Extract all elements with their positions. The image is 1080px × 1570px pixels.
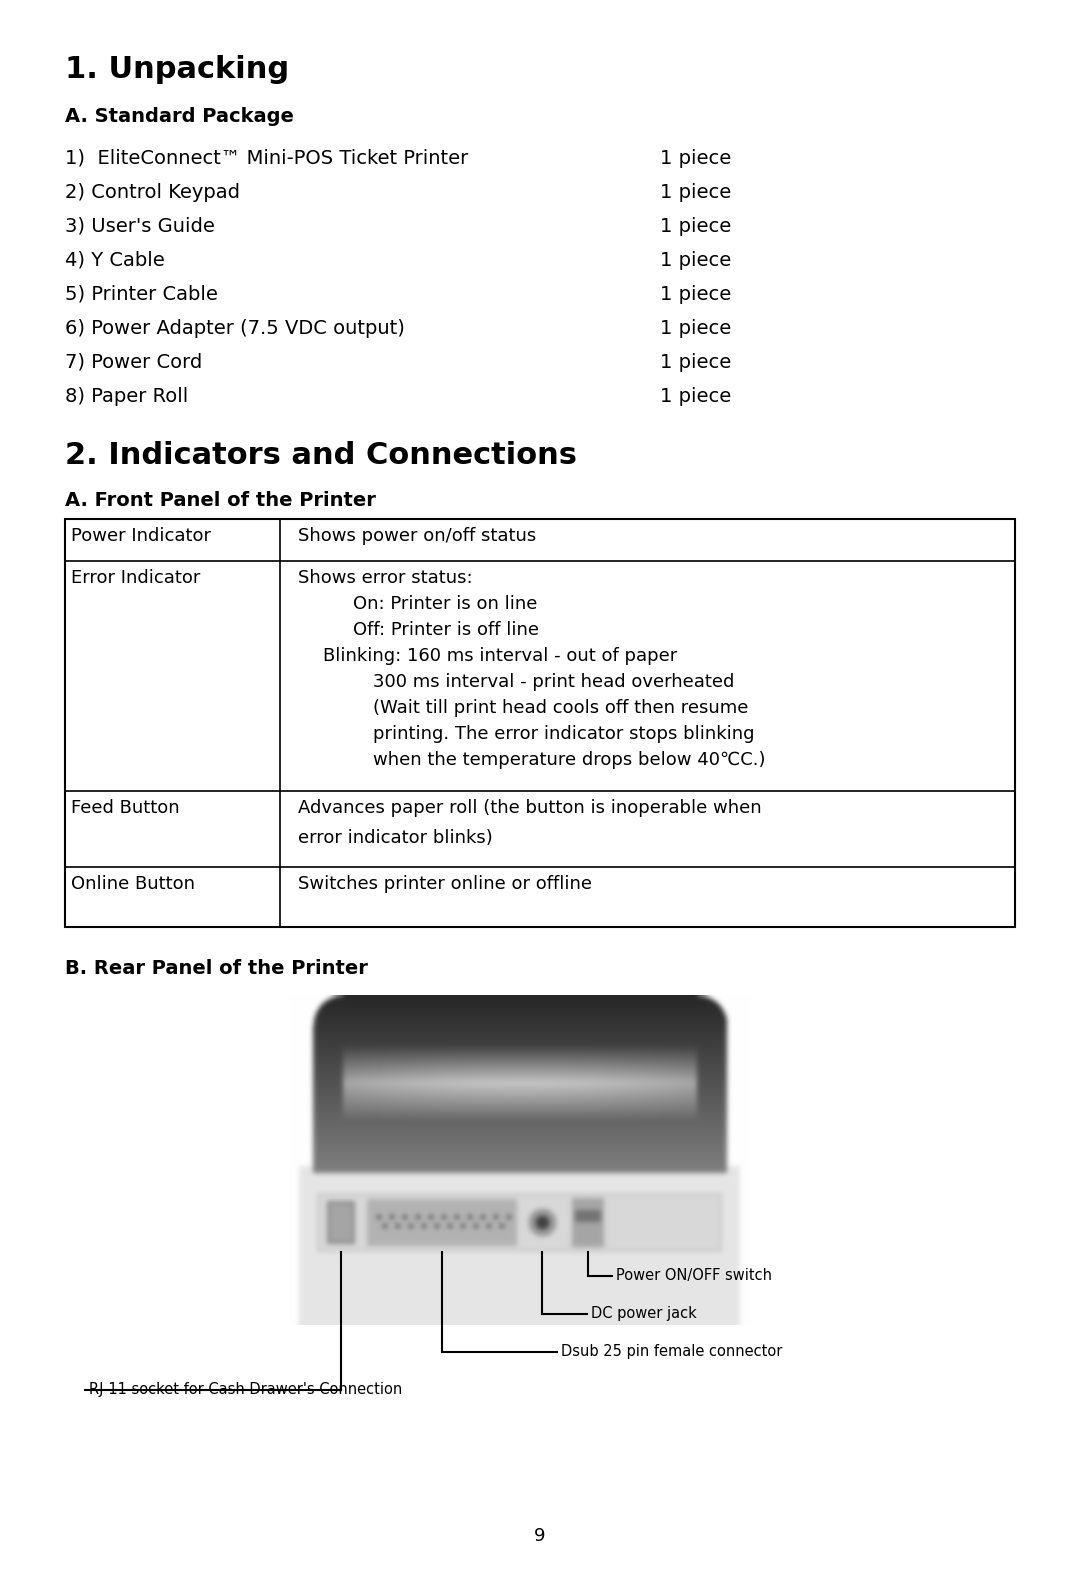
Bar	[65, 520, 1015, 926]
Text: 7) Power Cord: 7) Power Cord	[65, 353, 202, 372]
Text: 1 piece: 1 piece	[660, 353, 731, 372]
Text: 3) User's Guide: 3) User's Guide	[65, 217, 215, 236]
Text: Advances paper roll (the button is inoperable when: Advances paper roll (the button is inope…	[298, 799, 761, 816]
Text: DC power jack: DC power jack	[591, 1306, 697, 1320]
Text: Power ON/OFF switch: Power ON/OFF switch	[616, 1269, 772, 1283]
Text: Blinking: 160 ms interval - out of paper: Blinking: 160 ms interval - out of paper	[323, 647, 677, 666]
Text: Error Indicator: Error Indicator	[71, 568, 201, 587]
Text: 1 piece: 1 piece	[660, 319, 731, 338]
Text: 300 ms interval - print head overheated: 300 ms interval - print head overheated	[373, 674, 734, 691]
Text: RJ-11 socket for Cash Drawer's Connection: RJ-11 socket for Cash Drawer's Connectio…	[89, 1382, 402, 1397]
Text: 1. Unpacking: 1. Unpacking	[65, 55, 289, 85]
Text: 1 piece: 1 piece	[660, 149, 731, 168]
Text: 6) Power Adapter (7.5 VDC output): 6) Power Adapter (7.5 VDC output)	[65, 319, 405, 338]
Text: Off: Printer is off line: Off: Printer is off line	[353, 622, 539, 639]
Text: error indicator blinks): error indicator blinks)	[298, 829, 492, 846]
Text: Switches printer online or offline: Switches printer online or offline	[298, 874, 592, 893]
Text: Feed Button: Feed Button	[71, 799, 179, 816]
Text: when the temperature drops below 40℃C.): when the temperature drops below 40℃C.)	[373, 750, 766, 769]
Text: A. Standard Package: A. Standard Package	[65, 107, 294, 126]
Text: 8) Paper Roll: 8) Paper Roll	[65, 386, 188, 407]
Text: Shows error status:: Shows error status:	[298, 568, 473, 587]
Text: 1 piece: 1 piece	[660, 217, 731, 236]
Text: On: Printer is on line: On: Printer is on line	[353, 595, 538, 612]
Text: 1 piece: 1 piece	[660, 251, 731, 270]
Text: 4) Y Cable: 4) Y Cable	[65, 251, 165, 270]
Text: B. Rear Panel of the Printer: B. Rear Panel of the Printer	[65, 959, 368, 978]
Text: 2. Indicators and Connections: 2. Indicators and Connections	[65, 441, 577, 469]
Text: A. Front Panel of the Printer: A. Front Panel of the Printer	[65, 491, 376, 510]
Text: 5) Printer Cable: 5) Printer Cable	[65, 286, 218, 305]
Text: Shows power on/off status: Shows power on/off status	[298, 528, 537, 545]
Text: Power Indicator: Power Indicator	[71, 528, 211, 545]
Text: 1)  EliteConnect™ Mini-POS Ticket Printer: 1) EliteConnect™ Mini-POS Ticket Printer	[65, 149, 469, 168]
Text: (Wait till print head cools off then resume: (Wait till print head cools off then res…	[373, 699, 748, 717]
Text: Dsub 25 pin female connector: Dsub 25 pin female connector	[561, 1344, 782, 1360]
Text: 1 piece: 1 piece	[660, 286, 731, 305]
Text: Online Button: Online Button	[71, 874, 195, 893]
Text: 1 piece: 1 piece	[660, 184, 731, 203]
Text: 9: 9	[535, 1528, 545, 1545]
Text: 1 piece: 1 piece	[660, 386, 731, 407]
Text: printing. The error indicator stops blinking: printing. The error indicator stops blin…	[373, 725, 755, 743]
Text: 2) Control Keypad: 2) Control Keypad	[65, 184, 240, 203]
